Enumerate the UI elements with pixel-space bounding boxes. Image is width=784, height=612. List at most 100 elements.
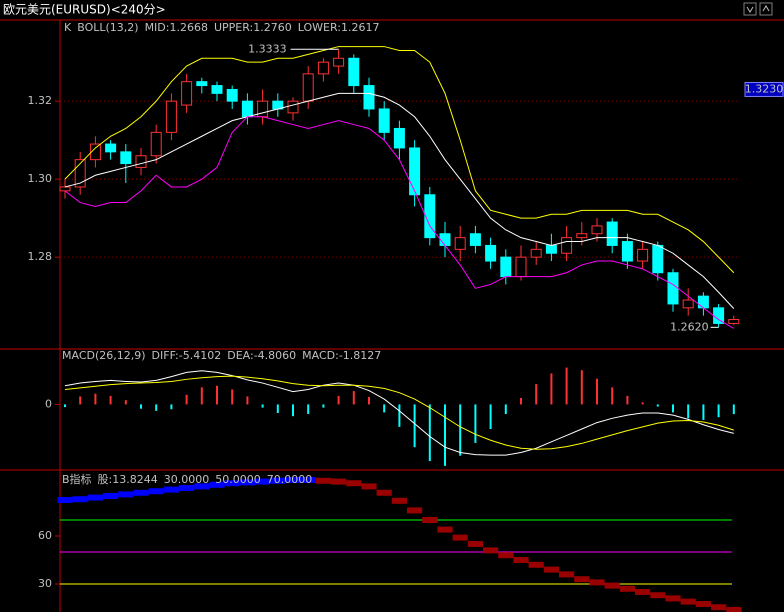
- legend-entry: MID:1.2668: [145, 21, 208, 34]
- candle-body: [393, 127, 405, 149]
- indicator-point: [391, 497, 407, 504]
- indicator-name: BOLL(13,2): [77, 21, 138, 34]
- indicator-point: [87, 494, 103, 501]
- y-tick-label: 30: [38, 577, 52, 590]
- candle-body: [697, 295, 709, 309]
- candle-body: [561, 237, 573, 254]
- candle-body: [317, 61, 329, 75]
- indicator-point: [452, 534, 468, 541]
- button-up-icon: [762, 5, 770, 12]
- indicator-point: [528, 561, 544, 568]
- y-tick-label: 1.28: [28, 250, 53, 263]
- indicator-point: [179, 485, 195, 491]
- window-buttons[interactable]: [743, 2, 773, 16]
- indicator-point: [559, 571, 575, 578]
- candle-body: [105, 143, 117, 153]
- indicator-point: [711, 604, 727, 611]
- button-up[interactable]: [759, 2, 773, 16]
- indicator-point: [194, 483, 210, 490]
- window-title: 欧元美元(EURUSD)<240分>: [3, 3, 166, 17]
- indicator-point: [118, 491, 134, 498]
- candle-body: [652, 244, 664, 274]
- indicator-point: [695, 601, 711, 607]
- indicator-point: [255, 478, 271, 485]
- indicator-point: [407, 507, 423, 514]
- legend-entry: 70.0000: [267, 473, 313, 486]
- indicator-point: [133, 489, 149, 496]
- indicator-point: [543, 566, 559, 573]
- candle-body: [302, 73, 314, 102]
- boll-line: [64, 116, 735, 329]
- candle-body: [409, 147, 421, 196]
- high-label: 1.3333: [248, 42, 287, 55]
- indicator-point: [665, 595, 681, 602]
- indicator-point: [270, 477, 286, 484]
- candle-body: [545, 244, 557, 254]
- indicator-point: [483, 547, 499, 554]
- cursor-price-label: 1.3230: [745, 82, 784, 95]
- indicator-point: [467, 541, 483, 547]
- candle-body: [469, 233, 481, 246]
- candle-body: [59, 186, 71, 192]
- candle-body: [500, 256, 512, 278]
- indicator-point: [300, 477, 316, 483]
- indicator-point: [346, 480, 362, 487]
- y-tick-label: 1.32: [28, 94, 53, 107]
- candle-body: [196, 81, 208, 87]
- candle-body: [257, 100, 269, 118]
- indicator-point: [148, 488, 164, 495]
- indicator-point: [680, 598, 696, 605]
- y-tick-label: 1.30: [28, 172, 53, 185]
- indicator-name: MACD(26,12,9): [62, 349, 146, 362]
- candle-body: [348, 57, 360, 87]
- candle-body: [424, 194, 436, 239]
- legend-entry: 30.0000: [164, 473, 210, 486]
- candle-body: [74, 159, 86, 188]
- legend-entry: MACD:-1.8127: [302, 349, 381, 362]
- indicator-point: [574, 576, 590, 583]
- candle-body: [120, 151, 132, 165]
- indicator-name: B指标: [62, 472, 92, 486]
- indicator-point: [239, 479, 255, 486]
- candle-body: [591, 225, 603, 235]
- candle-body: [682, 299, 694, 309]
- macd-line: [64, 375, 734, 450]
- indicator-point: [224, 480, 240, 487]
- candle-body: [333, 57, 345, 67]
- candle-body: [637, 248, 649, 262]
- indicator-point: [437, 526, 453, 533]
- legend-entry: DEA:-4.8060: [227, 349, 296, 362]
- legend-entry: 股:13.8244: [98, 473, 158, 486]
- legend-entry: 50.0000: [215, 473, 261, 486]
- candle-body: [667, 272, 679, 305]
- candle-body: [226, 88, 238, 102]
- candle-body: [150, 131, 162, 157]
- indicator-point: [72, 496, 88, 503]
- candle-body: [211, 85, 223, 94]
- candle-body: [181, 81, 193, 106]
- candle-body: [363, 85, 375, 110]
- legend-entry: UPPER:1.2760: [214, 21, 292, 34]
- y-tick-label: 0: [45, 397, 52, 410]
- candle-body: [89, 143, 101, 161]
- title-bar: [0, 0, 784, 20]
- indicator-point: [498, 552, 514, 559]
- candle-body: [728, 319, 740, 324]
- indicator-point: [635, 589, 651, 595]
- indicator-point: [361, 483, 377, 490]
- indicator-point: [285, 477, 301, 483]
- indicator-point: [422, 517, 438, 523]
- indicator-point: [57, 497, 73, 503]
- indicator-point: [376, 489, 392, 496]
- indicator-point: [513, 557, 529, 563]
- indicator-point: [103, 493, 119, 499]
- indicator-point: [619, 585, 635, 592]
- button-down[interactable]: [743, 2, 757, 16]
- indicator-point: [209, 481, 225, 488]
- candle-body: [241, 100, 253, 118]
- candle-body: [135, 155, 147, 168]
- macd-line: [64, 370, 734, 456]
- low-label: 1.2620: [670, 320, 709, 333]
- candle-body: [515, 256, 527, 278]
